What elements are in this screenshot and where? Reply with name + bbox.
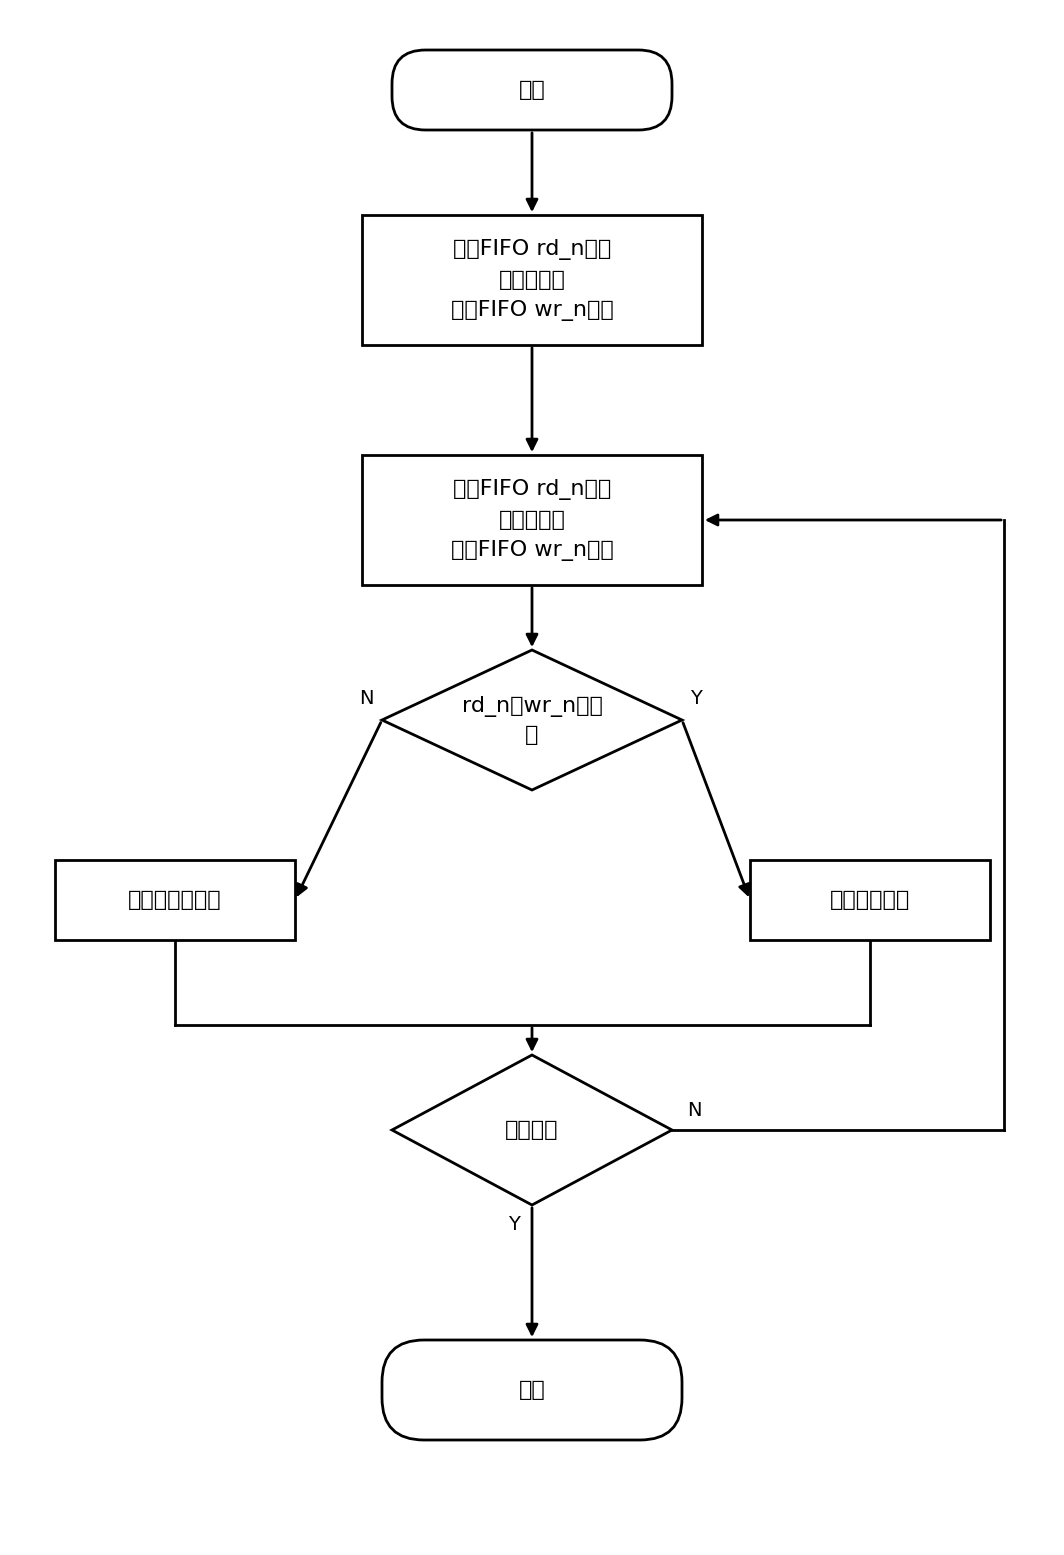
Text: N: N: [360, 689, 375, 708]
Text: 进行数据传输: 进行数据传输: [830, 889, 910, 910]
Text: 开始: 开始: [518, 79, 546, 100]
FancyBboxPatch shape: [382, 1340, 682, 1440]
Bar: [362, 215, 702, 345]
Text: Y: Y: [689, 689, 702, 708]
Text: rd_n和wr_n都有
效: rd_n和wr_n都有 效: [462, 695, 602, 745]
Bar: [55, 860, 295, 941]
Polygon shape: [392, 1054, 672, 1205]
Bar: [750, 860, 990, 941]
Text: 结束: 结束: [518, 1379, 546, 1400]
Text: N: N: [687, 1101, 701, 1120]
Bar: [362, 456, 702, 585]
Text: 不进行数据传输: 不进行数据传输: [128, 889, 221, 910]
Text: Y: Y: [509, 1214, 520, 1235]
Text: 发送FIFO rd_n有效
与之相连的
接收FIFO wr_n无效: 发送FIFO rd_n有效 与之相连的 接收FIFO wr_n无效: [451, 479, 613, 561]
Polygon shape: [382, 650, 682, 790]
Text: 传输结束: 传输结束: [505, 1120, 559, 1140]
Text: 发送FIFO rd_n无效
与之相连的
接收FIFO wr_n无效: 发送FIFO rd_n无效 与之相连的 接收FIFO wr_n无效: [451, 239, 613, 320]
FancyBboxPatch shape: [392, 50, 672, 131]
